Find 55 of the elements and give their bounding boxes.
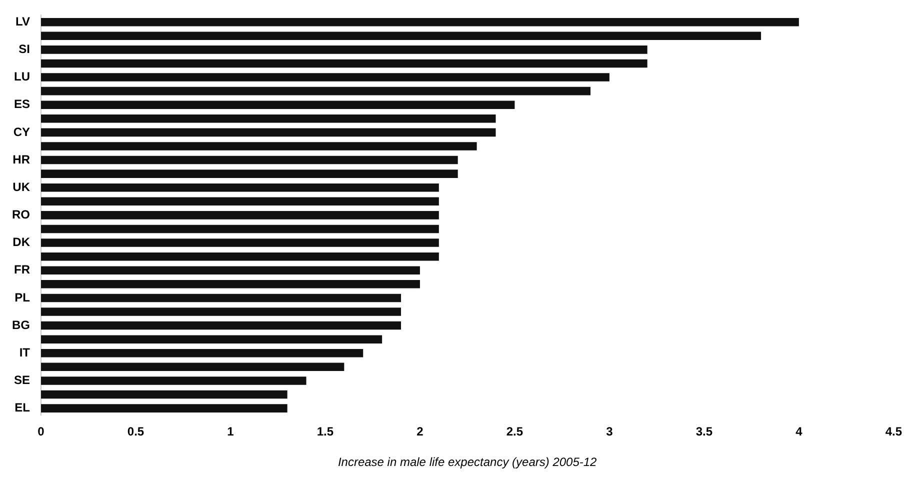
bar <box>41 280 420 288</box>
x-tick-label: 0 <box>38 424 45 439</box>
bar <box>41 59 648 68</box>
bar <box>41 294 402 302</box>
y-tick-label: BG <box>12 318 30 332</box>
y-tick-label: FR <box>14 262 30 277</box>
y-tick-label: DK <box>12 235 30 250</box>
bar <box>41 100 515 109</box>
y-tick-label: LV <box>16 14 30 28</box>
x-tick-label: 2 <box>416 424 424 439</box>
bar <box>41 156 458 164</box>
bar <box>41 170 458 178</box>
bar <box>41 390 288 399</box>
bar <box>41 348 364 358</box>
y-tick-label: IT <box>19 345 31 360</box>
x-axis-title: Increase in male life expectancy (years) 2005-12 <box>338 455 598 470</box>
x-tick-label: 0.5 <box>127 424 144 439</box>
y-tick-label: PL <box>14 290 30 304</box>
x-tick-label: 3.5 <box>696 424 713 439</box>
bar <box>41 46 648 54</box>
bar <box>41 128 496 137</box>
bar <box>41 211 439 220</box>
y-tick-label: UK <box>12 180 30 194</box>
y-tick-label: LU <box>14 70 30 84</box>
bar <box>41 362 344 372</box>
bar <box>41 335 382 344</box>
bar <box>41 183 439 192</box>
x-tick-label: 1 <box>227 424 234 439</box>
bar <box>41 308 402 316</box>
y-tick-label: ES <box>14 97 30 112</box>
bar <box>41 197 439 206</box>
x-tick-label: 1.5 <box>316 424 334 439</box>
bar <box>41 238 439 247</box>
bar <box>41 252 439 261</box>
bar <box>41 224 439 234</box>
bar <box>41 114 496 123</box>
bar <box>41 404 288 412</box>
y-tick-label: SI <box>18 42 30 56</box>
y-tick-label: HR <box>12 152 30 166</box>
y-tick-label: RO <box>12 208 30 222</box>
bar <box>41 73 610 82</box>
bar <box>41 18 799 26</box>
bar <box>41 142 477 150</box>
x-tick-label: 4.5 <box>885 424 902 439</box>
bar <box>41 32 762 40</box>
y-tick-label: CY <box>13 124 30 139</box>
bar <box>41 321 402 330</box>
bar <box>41 266 420 275</box>
bar <box>41 376 306 385</box>
y-tick-label: EL <box>14 400 30 415</box>
x-tick-label: 3 <box>606 424 614 439</box>
bar <box>41 86 590 96</box>
y-tick-label: SE <box>14 373 30 388</box>
x-tick-label: 4 <box>796 424 803 439</box>
x-tick-label: 2.5 <box>506 424 524 439</box>
